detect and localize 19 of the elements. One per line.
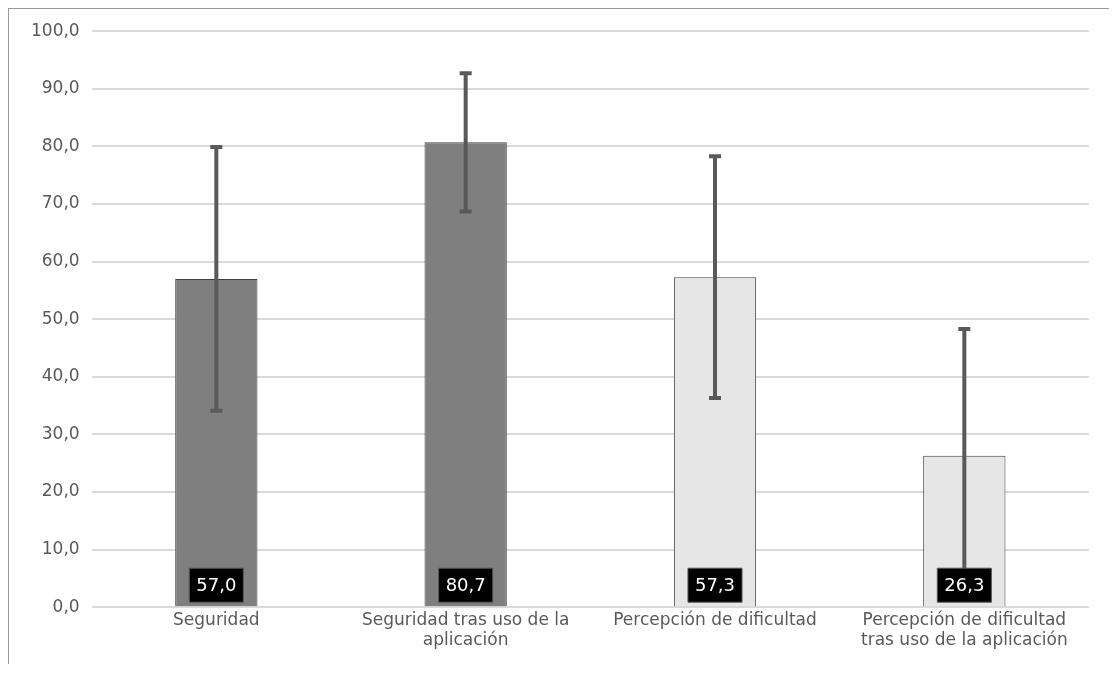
y-tick-label: 70,0 bbox=[41, 192, 80, 213]
data-label: 57,3 bbox=[694, 573, 736, 595]
data-label: 57,0 bbox=[196, 573, 237, 595]
y-tick-label: 0,0 bbox=[52, 595, 80, 616]
x-tick-label: Seguridad tras uso de la aplicación bbox=[361, 608, 570, 650]
x-tick-label: Percepción de dificultad tras uso de la aplicación bbox=[861, 608, 1068, 650]
y-tick-label: 60,0 bbox=[41, 250, 80, 271]
y-tick-label: 90,0 bbox=[41, 77, 80, 98]
y-tick-label: 40,0 bbox=[41, 365, 80, 386]
x-tick-label: Percepción de dificultad bbox=[613, 608, 817, 629]
y-tick-label: 50,0 bbox=[41, 307, 80, 328]
y-tick-label: 100,0 bbox=[31, 19, 80, 40]
y-tick-label: 80,0 bbox=[41, 134, 80, 155]
y-tick-label: 20,0 bbox=[41, 480, 80, 501]
data-label: 26,3 bbox=[944, 573, 985, 595]
data-label: 80,7 bbox=[445, 573, 486, 595]
y-tick-label: 30,0 bbox=[41, 422, 80, 443]
y-tick-label: 10,0 bbox=[41, 538, 80, 559]
x-tick-label: Seguridad bbox=[173, 608, 260, 629]
